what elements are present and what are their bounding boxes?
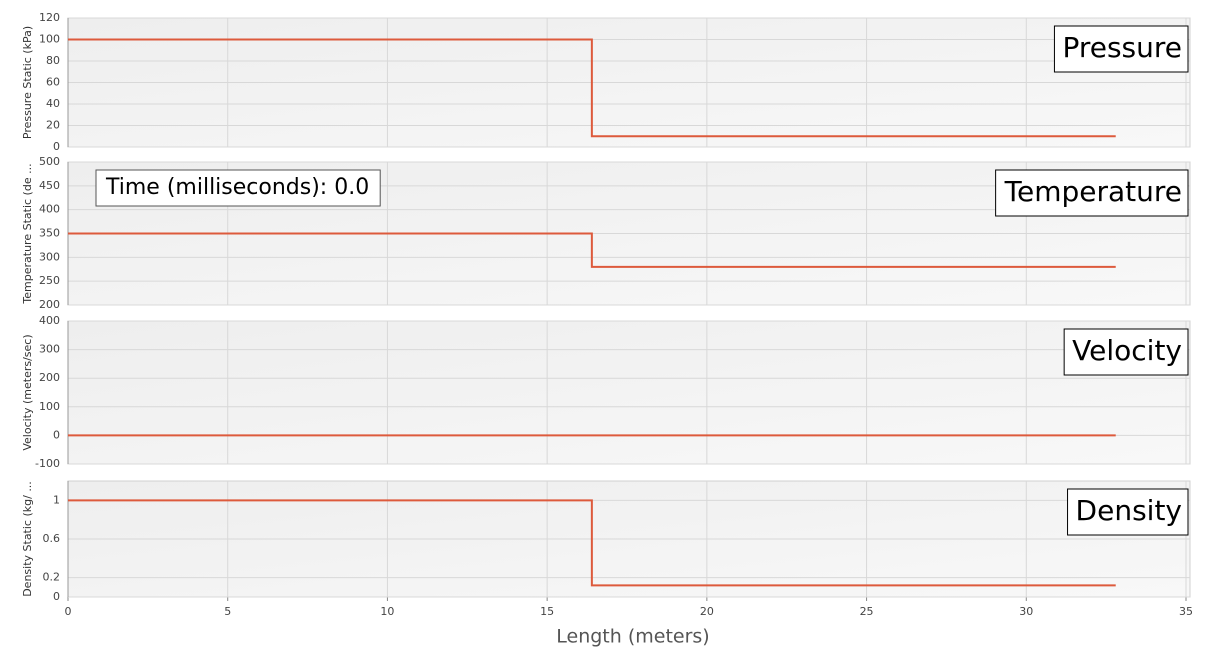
x-tick-label: 35 <box>1179 605 1193 618</box>
x-tick-label: 0 <box>65 605 72 618</box>
panel-title: Pressure <box>1062 31 1182 64</box>
x-tick-label: 25 <box>860 605 874 618</box>
data-line <box>68 38 1116 138</box>
y-tick-label: 40 <box>46 97 60 110</box>
x-axis-label: Length (meters) <box>556 626 709 648</box>
y-tick-label: 400 <box>39 203 60 216</box>
panel-title: Temperature <box>1004 175 1182 208</box>
y-tick-label: 120 <box>39 11 60 24</box>
plot-area <box>67 320 1191 465</box>
y-tick-label: 500 <box>39 155 60 168</box>
y-tick-label: 1 <box>53 493 60 506</box>
y-tick-label: 350 <box>39 227 60 240</box>
y-tick-label: 300 <box>39 343 60 356</box>
y-tick-label: 0 <box>53 140 60 153</box>
y-tick-label: 80 <box>46 54 60 67</box>
y-axis-label: Pressure Static (kPa) <box>21 26 34 139</box>
x-tick-label: 15 <box>540 605 554 618</box>
y-tick-label: 0 <box>53 428 60 441</box>
panel-title: Density <box>1076 494 1182 527</box>
panel-title-box <box>995 169 1189 217</box>
y-tick-label: 100 <box>39 400 60 413</box>
panel-title: Velocity <box>1072 334 1182 367</box>
y-tick-label: -100 <box>35 457 60 470</box>
x-tick-label: 20 <box>700 605 714 618</box>
x-tick-label: 10 <box>380 605 394 618</box>
y-tick-label: 20 <box>46 119 60 132</box>
x-tick-label: 5 <box>224 605 231 618</box>
y-axis-label: Temperature Static (de ... <box>21 163 34 304</box>
data-line <box>68 232 1116 268</box>
y-tick-label: 250 <box>39 274 60 287</box>
y-tick-label: 0.2 <box>43 571 61 584</box>
y-tick-label: 0.6 <box>43 532 61 545</box>
y-tick-label: 200 <box>39 371 60 384</box>
panel-title-box <box>1053 25 1189 73</box>
panel-title-box <box>1063 328 1189 376</box>
y-tick-label: 0 <box>53 590 60 603</box>
y-tick-label: 100 <box>39 33 60 46</box>
y-tick-label: 450 <box>39 179 60 192</box>
y-tick-label: 60 <box>46 76 60 89</box>
y-axis-label: Density Static (kg/ ... <box>21 481 34 597</box>
data-line <box>68 499 1116 587</box>
y-axis-label: Velocity (meters/sec) <box>21 334 34 450</box>
annotation: Time (milliseconds): 0.0 <box>105 175 369 200</box>
annotation-box <box>95 169 381 207</box>
y-tick-label: 300 <box>39 250 60 263</box>
x-tick-label: 30 <box>1019 605 1033 618</box>
y-tick-label: 400 <box>39 314 60 327</box>
panel-title-box <box>1067 488 1189 536</box>
y-tick-label: 200 <box>39 298 60 311</box>
